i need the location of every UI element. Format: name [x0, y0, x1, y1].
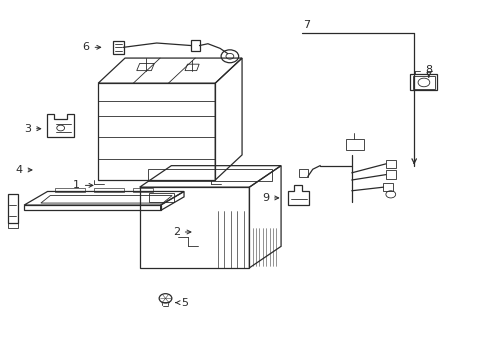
Text: 7: 7: [303, 20, 310, 30]
Text: 3: 3: [24, 124, 31, 134]
Text: 1: 1: [73, 180, 80, 190]
Text: 6: 6: [82, 42, 89, 52]
Text: 8: 8: [425, 64, 431, 75]
Text: 5: 5: [181, 298, 188, 308]
Text: 4: 4: [16, 165, 23, 175]
Text: 2: 2: [172, 227, 180, 237]
Text: 9: 9: [262, 193, 268, 203]
